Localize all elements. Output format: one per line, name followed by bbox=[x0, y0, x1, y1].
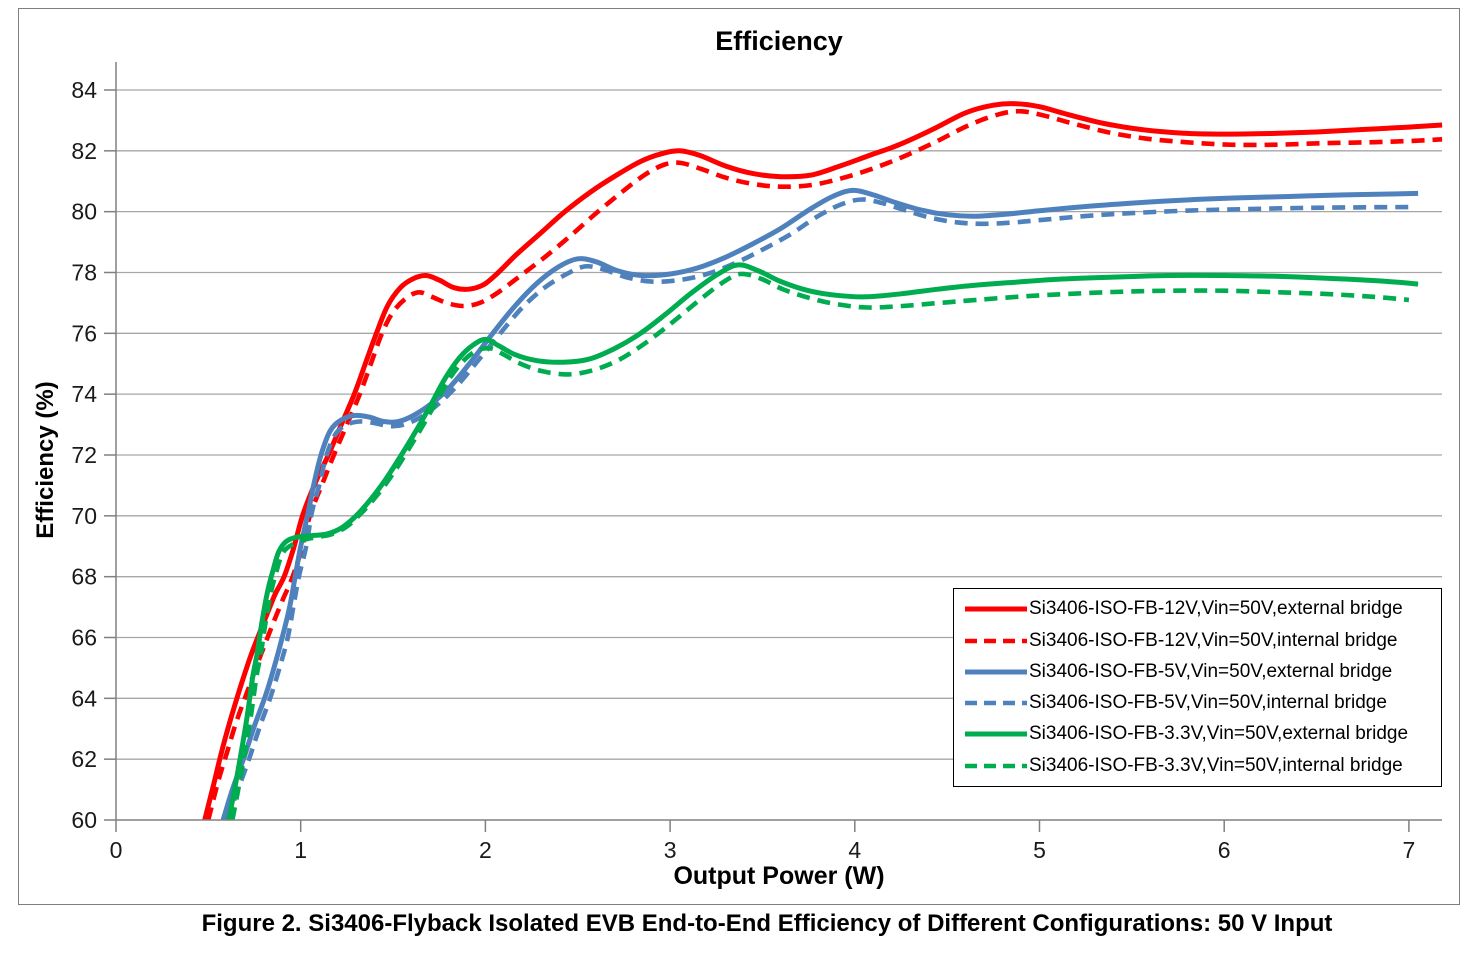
figure-caption: Figure 2. Si3406-Flyback Isolated EVB En… bbox=[201, 910, 1333, 937]
legend-label: Si3406-ISO-FB-12V,Vin=50V,external bridg… bbox=[1029, 598, 1403, 620]
y-tick-label: 76 bbox=[71, 320, 97, 346]
x-tick-label: 1 bbox=[294, 837, 307, 863]
x-tick-label: 4 bbox=[848, 837, 861, 863]
x-tick-label: 5 bbox=[1033, 837, 1046, 863]
legend-line-sample bbox=[965, 763, 1027, 768]
legend-line-sample bbox=[965, 731, 1027, 737]
y-tick-label: 66 bbox=[71, 624, 97, 650]
y-tick-label: 72 bbox=[71, 442, 97, 468]
series-line-1 bbox=[206, 108, 1443, 821]
y-tick-label: 82 bbox=[71, 138, 97, 164]
y-tick-label: 84 bbox=[71, 77, 97, 103]
y-tick-label: 70 bbox=[71, 503, 97, 529]
legend-label: Si3406-ISO-FB-3.3V,Vin=50V,internal brid… bbox=[1029, 754, 1403, 776]
legend-line-sample bbox=[965, 669, 1027, 675]
legend: Si3406-ISO-FB-12V,Vin=50V,external bridg… bbox=[953, 588, 1442, 787]
chart-title: Efficiency bbox=[715, 26, 843, 56]
x-tick-label: 2 bbox=[479, 837, 492, 863]
x-tick-label: 3 bbox=[664, 837, 677, 863]
legend-label: Si3406-ISO-FB-3.3V,Vin=50V,external brid… bbox=[1029, 723, 1409, 745]
y-tick-label: 80 bbox=[71, 199, 97, 225]
x-axis-title: Output Power (W) bbox=[673, 862, 885, 890]
legend-line-sample bbox=[965, 606, 1027, 612]
y-tick-label: 74 bbox=[71, 381, 97, 407]
x-tick-label: 0 bbox=[110, 837, 123, 863]
series-line-0 bbox=[202, 101, 1443, 821]
series-line-4 bbox=[226, 262, 1419, 821]
legend-label: Si3406-ISO-FB-5V,Vin=50V,external bridge bbox=[1029, 660, 1393, 682]
legend-item: Si3406-ISO-FB-5V,Vin=50V,external bridge bbox=[954, 661, 1441, 683]
y-tick-label: 78 bbox=[71, 259, 97, 285]
series-line-3 bbox=[224, 197, 1409, 821]
legend-item: Si3406-ISO-FB-5V,Vin=50V,internal bridge bbox=[954, 692, 1441, 714]
y-tick-label: 62 bbox=[71, 746, 97, 772]
legend-line-sample bbox=[965, 638, 1027, 643]
y-tick-label: 64 bbox=[71, 685, 97, 711]
legend-item: Si3406-ISO-FB-3.3V,Vin=50V,internal brid… bbox=[954, 755, 1441, 777]
y-tick-label: 60 bbox=[71, 807, 97, 833]
series-line-2 bbox=[220, 187, 1419, 821]
series-line-5 bbox=[230, 271, 1410, 821]
legend-item: Si3406-ISO-FB-12V,Vin=50V,internal bridg… bbox=[954, 630, 1441, 652]
legend-label: Si3406-ISO-FB-5V,Vin=50V,internal bridge bbox=[1029, 692, 1387, 714]
x-tick-label: 7 bbox=[1403, 837, 1416, 863]
legend-item: Si3406-ISO-FB-3.3V,Vin=50V,external brid… bbox=[954, 723, 1441, 745]
y-tick-label: 68 bbox=[71, 564, 97, 590]
legend-line-sample bbox=[965, 700, 1027, 706]
x-tick-label: 6 bbox=[1218, 837, 1231, 863]
legend-item: Si3406-ISO-FB-12V,Vin=50V,external bridg… bbox=[954, 598, 1441, 620]
legend-label: Si3406-ISO-FB-12V,Vin=50V,internal bridg… bbox=[1029, 629, 1398, 651]
